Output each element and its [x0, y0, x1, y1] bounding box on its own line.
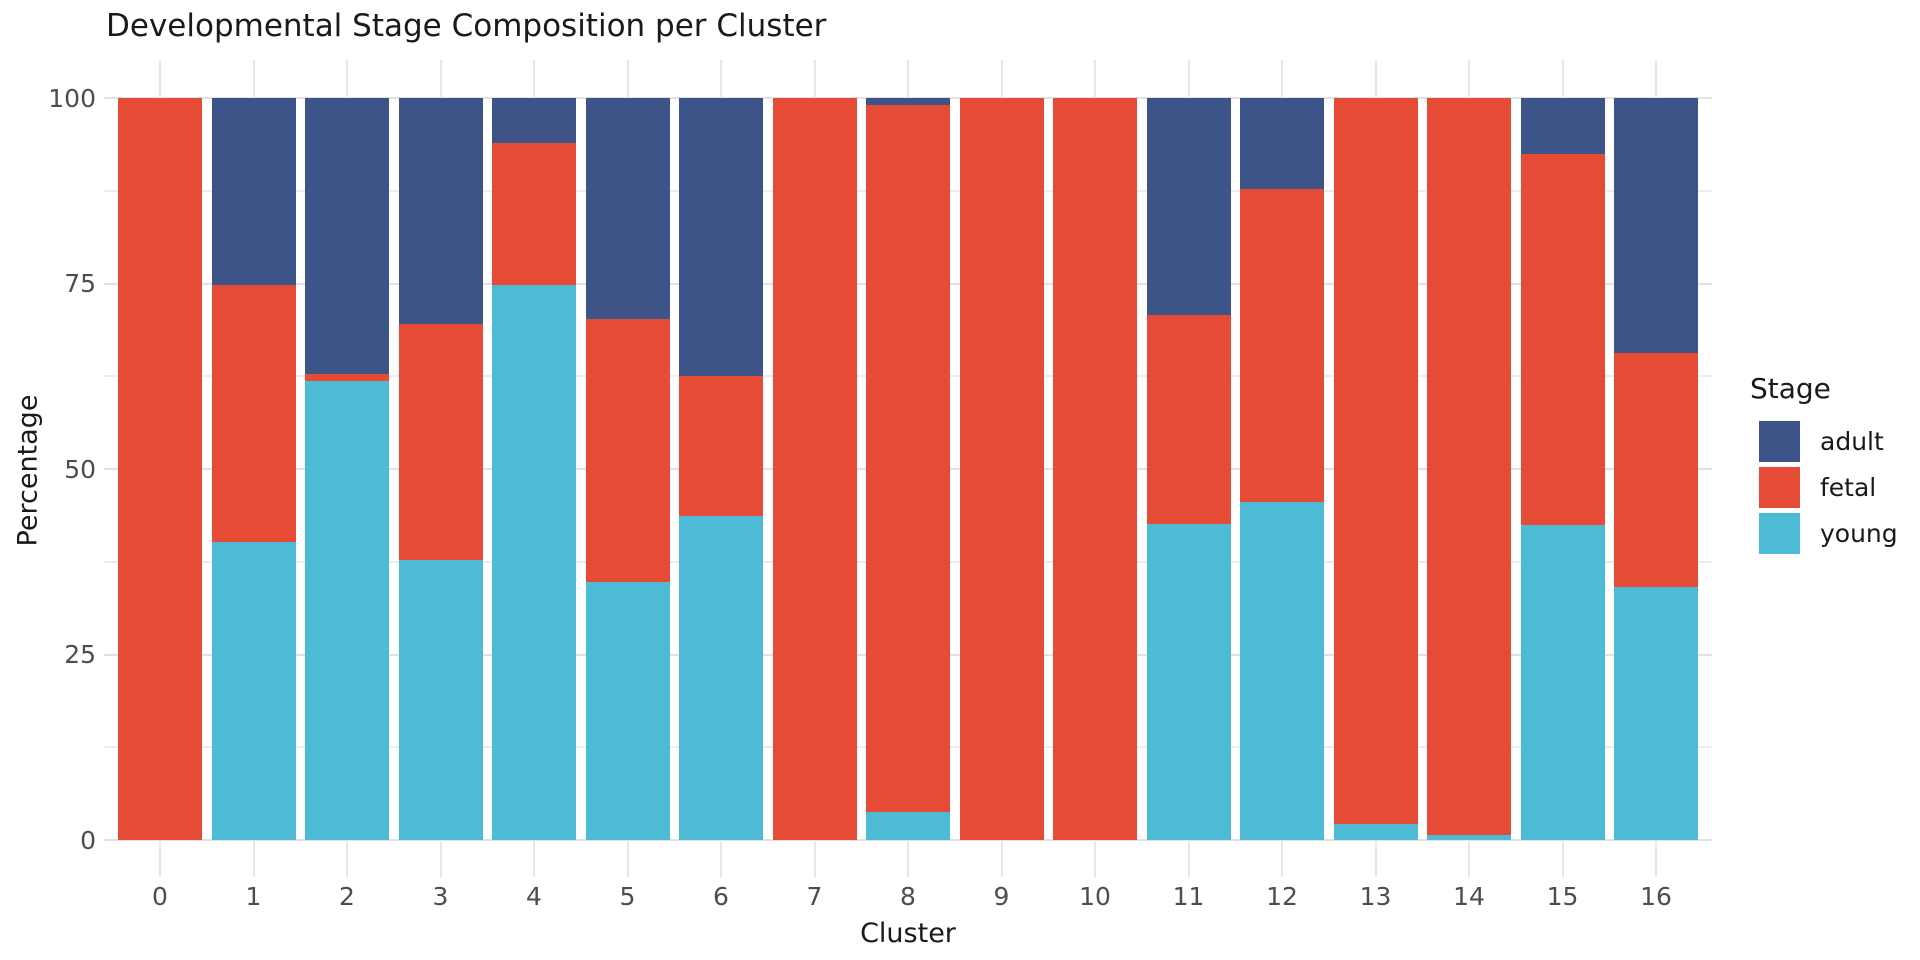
x-tick-label: 8	[900, 882, 916, 911]
y-tick-label: 50	[64, 454, 96, 484]
legend-key-adult	[1759, 421, 1800, 462]
bar-cluster-1-segment-young	[211, 541, 296, 840]
bar-cluster-3-segment-fetal	[398, 324, 483, 560]
legend-item-fetal: fetal	[1750, 465, 1876, 511]
bar-cluster-10-segment-fetal	[1053, 98, 1137, 840]
x-tick-label: 0	[152, 882, 168, 911]
x-tick-label: 13	[1359, 882, 1392, 911]
bar-cluster-14-segment-young	[1427, 834, 1511, 840]
bar-cluster-1-segment-adult	[211, 98, 296, 285]
legend-label-adult: adult	[1820, 427, 1884, 456]
bar-cluster-6-segment-adult	[679, 98, 763, 377]
x-axis-title: Cluster	[860, 918, 956, 949]
x-tick-label: 7	[806, 882, 823, 911]
legend: Stage adult fetal young	[1750, 372, 1898, 557]
bar-cluster-11-segment-fetal	[1146, 315, 1231, 524]
legend-items: adult fetal young	[1750, 419, 1898, 557]
bar-cluster-3-segment-adult	[398, 98, 483, 325]
legend-label-fetal: fetal	[1820, 473, 1877, 502]
bar-cluster-2-segment-fetal	[305, 374, 389, 381]
bar-cluster-12-segment-fetal	[1240, 189, 1324, 502]
bar-cluster-9-segment-fetal	[959, 98, 1044, 840]
x-tick-label: 15	[1546, 882, 1579, 911]
x-tick-label: 11	[1172, 882, 1205, 911]
y-tick-label: 0	[80, 825, 96, 855]
bar-cluster-3-segment-young	[398, 559, 483, 840]
bar-cluster-0-segment-fetal	[118, 98, 202, 840]
bar-cluster-11-segment-adult	[1146, 98, 1231, 316]
bar-cluster-15-segment-young	[1520, 524, 1605, 840]
chart-title: Developmental Stage Composition per Clus…	[106, 8, 827, 44]
bar-cluster-16-segment-fetal	[1614, 352, 1698, 587]
bar-cluster-1-segment-fetal	[211, 284, 296, 542]
bar-cluster-4-segment-fetal	[492, 143, 576, 285]
y-tick-label: 25	[64, 640, 96, 669]
bar-cluster-6-segment-fetal	[679, 376, 763, 517]
x-tick-label: 9	[993, 882, 1010, 911]
x-tick-label: 5	[619, 882, 636, 911]
bar-cluster-13-segment-young	[1333, 823, 1418, 840]
bar-cluster-8-segment-fetal	[866, 105, 950, 812]
bar-cluster-5-segment-young	[585, 581, 670, 840]
bar-cluster-16-segment-adult	[1614, 98, 1698, 353]
bar-cluster-7-segment-fetal	[772, 98, 857, 840]
bar-cluster-5-segment-fetal	[585, 319, 670, 582]
legend-key-fetal	[1759, 467, 1800, 508]
x-tick-label: 14	[1453, 882, 1485, 911]
bar-cluster-2-segment-young	[305, 380, 389, 840]
bar-cluster-12-segment-adult	[1240, 98, 1324, 190]
x-tick-label: 10	[1079, 882, 1111, 911]
legend-item-young: young	[1750, 511, 1898, 557]
x-tick-label: 4	[526, 882, 542, 911]
bar-cluster-2-segment-adult	[305, 98, 389, 375]
y-tick-label: 75	[64, 269, 96, 298]
x-tick-label: 16	[1640, 882, 1672, 911]
bar-cluster-11-segment-young	[1146, 523, 1231, 840]
legend-title: Stage	[1750, 372, 1831, 405]
legend-label-young: young	[1820, 519, 1898, 548]
bar-cluster-16-segment-young	[1614, 586, 1698, 840]
bar-cluster-13-segment-fetal	[1333, 98, 1418, 824]
x-tick-label: 12	[1266, 882, 1298, 911]
bar-cluster-15-segment-fetal	[1520, 154, 1605, 525]
bar-cluster-8-segment-young	[866, 811, 950, 840]
bar-cluster-4-segment-young	[492, 284, 576, 840]
bar-cluster-5-segment-adult	[585, 98, 670, 320]
y-tick-label: 100	[48, 83, 96, 113]
bar-cluster-4-segment-adult	[492, 98, 576, 144]
bar-cluster-12-segment-young	[1240, 501, 1324, 840]
x-tick-label: 3	[432, 882, 449, 911]
bar-cluster-6-segment-young	[679, 516, 763, 840]
legend-key-young	[1759, 513, 1800, 554]
legend-item-adult: adult	[1750, 419, 1884, 465]
x-tick-label: 2	[339, 882, 355, 911]
bar-cluster-14-segment-fetal	[1427, 98, 1511, 835]
x-tick-label: 1	[245, 882, 262, 911]
bar-cluster-15-segment-adult	[1520, 98, 1605, 155]
bar-cluster-8-segment-adult	[866, 98, 950, 106]
x-tick-label: 6	[713, 882, 729, 911]
